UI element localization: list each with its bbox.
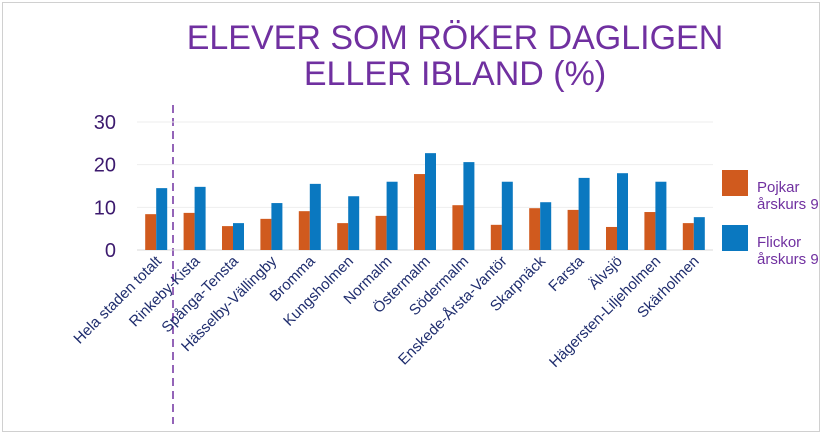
bar — [617, 173, 628, 250]
bar — [260, 218, 272, 250]
bar — [222, 226, 233, 250]
bar — [490, 224, 502, 250]
bar — [414, 174, 425, 250]
bar — [145, 214, 157, 250]
bar — [233, 223, 244, 250]
y-tick-label: 20 — [94, 155, 116, 177]
bar — [578, 177, 590, 250]
bar — [386, 181, 398, 250]
bar — [501, 181, 513, 250]
bar — [682, 223, 694, 250]
bar — [606, 226, 617, 250]
bar — [298, 211, 310, 250]
bar — [194, 186, 206, 250]
legend-swatch — [722, 170, 748, 196]
bar — [156, 188, 168, 250]
bar — [463, 162, 475, 250]
bar — [567, 209, 579, 250]
bar — [540, 202, 552, 250]
bar — [452, 205, 464, 250]
x-tick-label: Farsta — [545, 252, 588, 295]
bar — [425, 153, 436, 250]
bar — [271, 203, 283, 250]
bar — [309, 183, 321, 250]
bar — [183, 212, 195, 250]
y-tick-label: 10 — [94, 197, 116, 219]
y-tick-label: 30 — [94, 112, 116, 134]
bar — [644, 212, 656, 250]
bar — [337, 223, 349, 250]
y-tick-label: 0 — [105, 240, 116, 262]
bar — [348, 196, 360, 250]
bar — [693, 217, 705, 250]
legend-swatch — [722, 225, 748, 251]
legend-label: Flickor årskurs 9 — [757, 234, 819, 268]
legend-label: Pojkar årskurs 9 — [757, 179, 819, 213]
bar — [375, 215, 387, 250]
bar — [655, 181, 667, 250]
bar — [529, 208, 541, 250]
chart-title: ELEVER SOM RÖKER DAGLIGEN ELLER IBLAND (… — [186, 19, 724, 93]
